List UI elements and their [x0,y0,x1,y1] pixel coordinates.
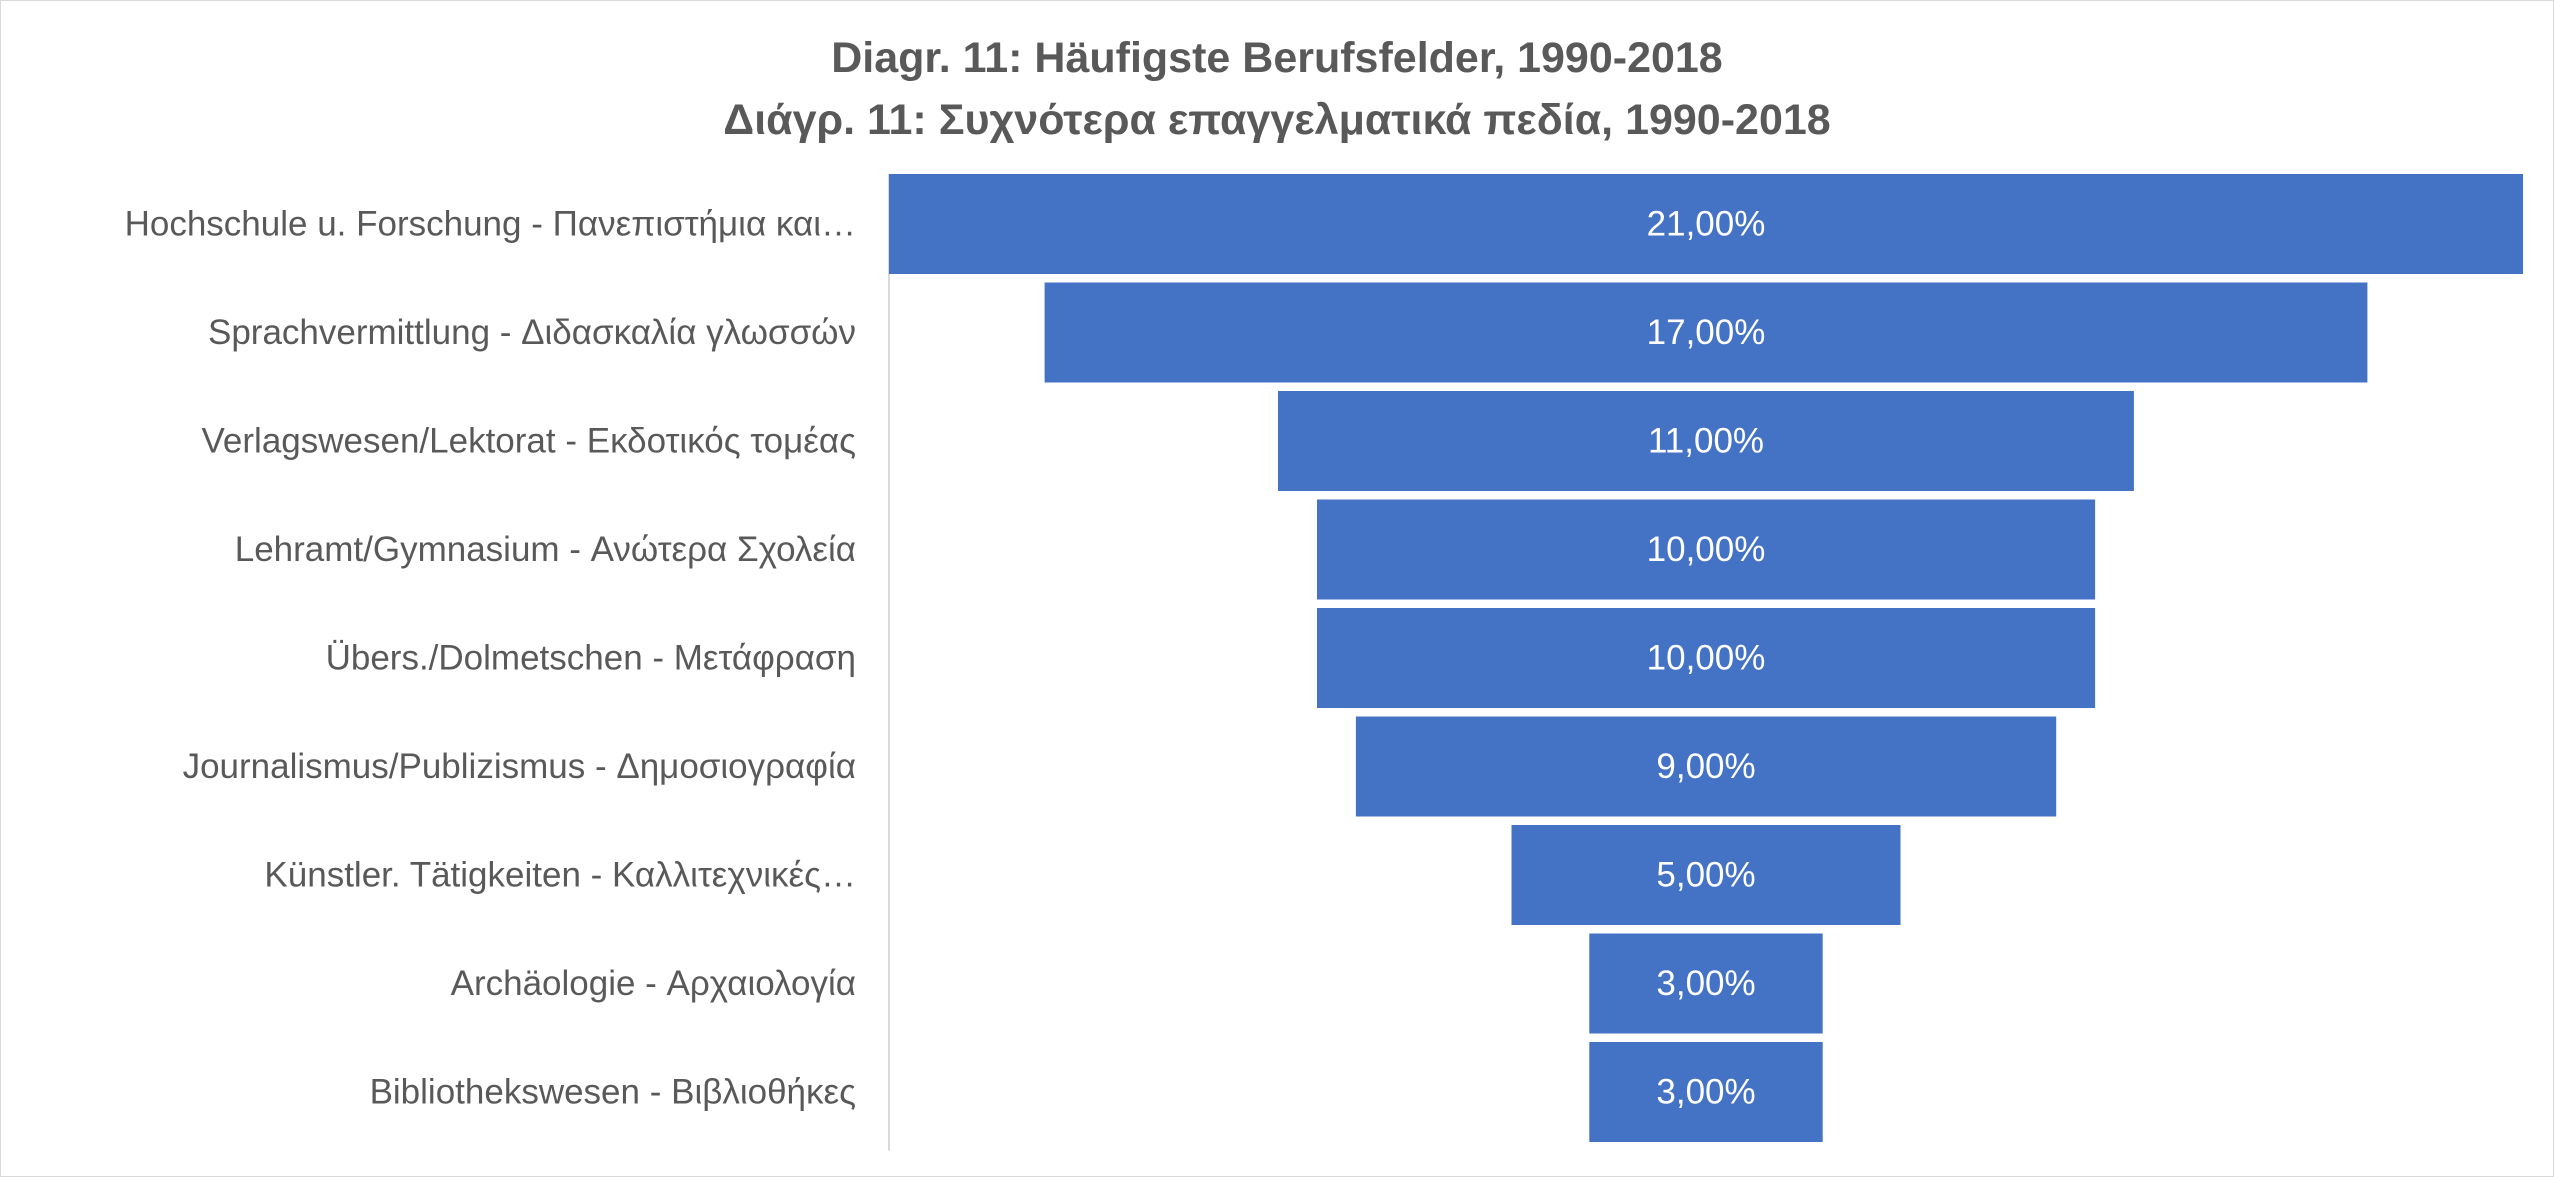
funnel-bar [1511,825,1901,925]
data-label: 10,00% [1647,530,1766,569]
funnel-bar [1589,933,1823,1034]
chart-title: Diagr. 11: Häufigste Berufsfelder, 1990-… [831,34,1723,82]
data-label: 21,00% [1647,205,1766,244]
data-label: 3,00% [1656,964,1755,1003]
category-label: Journalismus/Publizismus - Δημοσιογραφία [183,747,856,786]
category-label: Übers./Dolmetschen - Μετάφραση [326,639,856,678]
category-label: Verlagswesen/Lektorat - Εκδοτικός τομέας [202,422,856,461]
category-label: Künstler. Tätigkeiten - Καλλιτεχνικές… [264,856,856,895]
data-label: 11,00% [1648,422,1764,461]
funnel-bar [889,174,2523,274]
funnel-bar [1355,716,2057,817]
category-label: Archäologie - Αρχαιολογία [451,964,856,1003]
category-label: Hochschule u. Forschung - Πανεπιστήμια κ… [125,205,856,244]
category-label: Sprachvermittlung - Διδασκαλία γλωσσών [208,313,856,352]
data-label: 3,00% [1656,1073,1755,1112]
funnel-bar [1317,499,2096,600]
data-label: 10,00% [1647,639,1766,678]
funnel-bar [1278,391,2134,491]
data-label: 17,00% [1647,313,1766,352]
funnel-bar [1317,608,2096,708]
data-label: 9,00% [1656,747,1755,786]
chart-subtitle: Διάγρ. 11: Συχνότερα επαγγελματικά πεδία… [723,96,1831,144]
category-label: Bibliothekswesen - Βιβλιοθήκες [370,1073,856,1112]
funnel-bar [1044,282,2368,383]
category-label: Lehramt/Gymnasium - Ανώτερα Σχολεία [235,530,856,569]
data-label: 5,00% [1656,856,1755,895]
funnel-bar [1589,1042,1823,1142]
